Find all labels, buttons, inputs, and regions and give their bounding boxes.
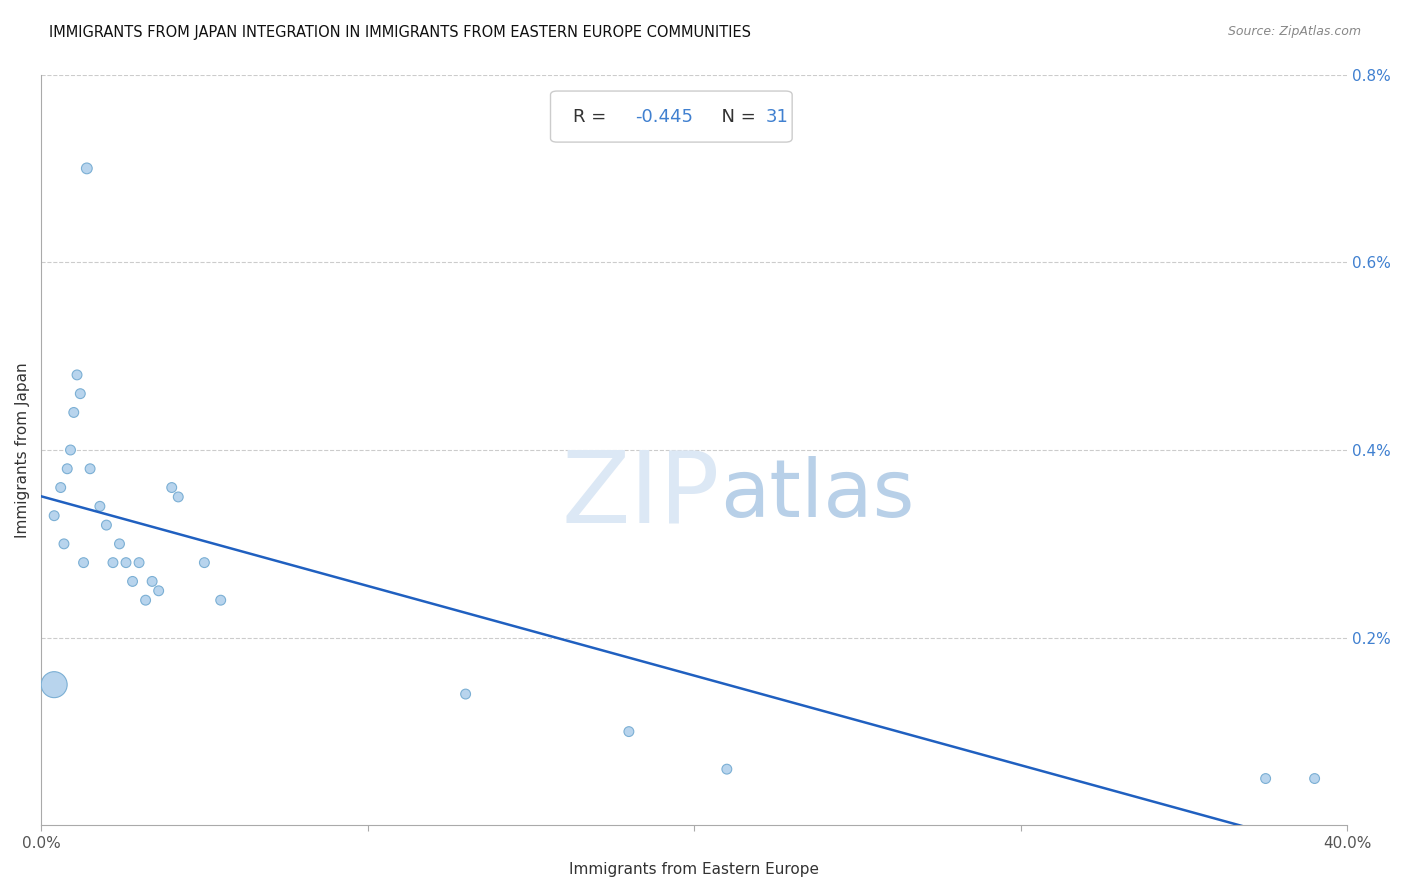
Point xyxy=(49,481,72,495)
Point xyxy=(193,556,215,570)
Point xyxy=(59,442,82,457)
Point xyxy=(108,537,131,551)
Point xyxy=(62,405,84,419)
Text: -0.445: -0.445 xyxy=(636,108,693,126)
Text: ZIP: ZIP xyxy=(562,447,720,543)
Point xyxy=(617,724,640,739)
Point xyxy=(209,593,232,607)
Point xyxy=(128,556,150,570)
Point xyxy=(115,556,138,570)
Point xyxy=(101,556,124,570)
Text: R =: R = xyxy=(572,108,612,126)
Point xyxy=(1303,772,1326,786)
Text: IMMIGRANTS FROM JAPAN INTEGRATION IN IMMIGRANTS FROM EASTERN EUROPE COMMUNITIES: IMMIGRANTS FROM JAPAN INTEGRATION IN IMM… xyxy=(49,25,751,40)
Point xyxy=(160,481,183,495)
Point xyxy=(66,368,89,382)
Point xyxy=(96,518,118,533)
Point xyxy=(76,161,98,176)
Text: 31: 31 xyxy=(766,108,789,126)
Point xyxy=(52,537,75,551)
Point xyxy=(167,490,190,504)
Point xyxy=(454,687,477,701)
Point xyxy=(89,500,111,514)
Point xyxy=(44,678,66,692)
Point xyxy=(79,462,101,476)
Point xyxy=(1254,772,1277,786)
Point xyxy=(121,574,143,589)
Point xyxy=(56,462,79,476)
Text: Source: ZipAtlas.com: Source: ZipAtlas.com xyxy=(1227,25,1361,38)
X-axis label: Immigrants from Eastern Europe: Immigrants from Eastern Europe xyxy=(569,862,820,877)
Point xyxy=(148,583,170,598)
FancyBboxPatch shape xyxy=(551,91,792,142)
Y-axis label: Immigrants from Japan: Immigrants from Japan xyxy=(15,362,30,538)
Point xyxy=(135,593,157,607)
Point xyxy=(44,508,66,523)
Text: N =: N = xyxy=(710,108,762,126)
Point xyxy=(141,574,163,589)
Point xyxy=(716,762,738,776)
Point xyxy=(69,386,91,401)
Text: atlas: atlas xyxy=(720,456,915,534)
Point xyxy=(72,556,94,570)
